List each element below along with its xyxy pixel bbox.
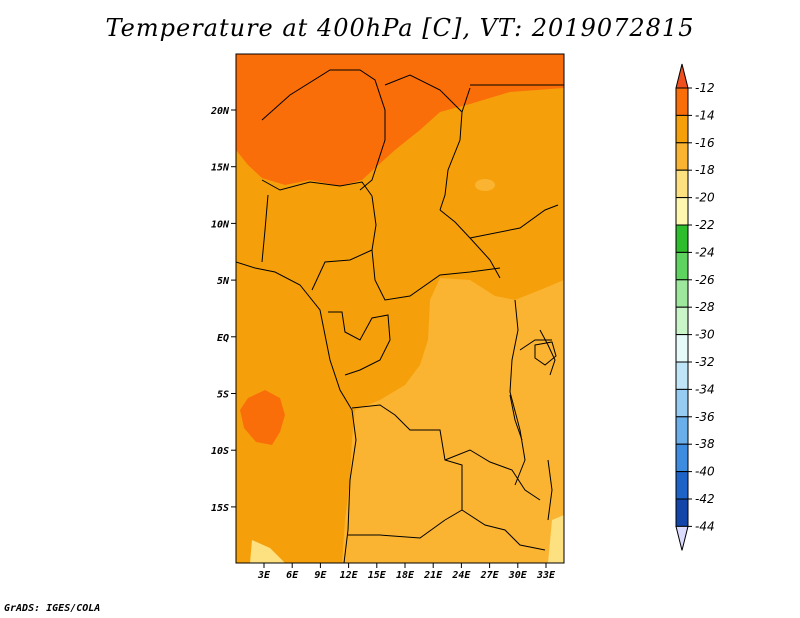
colorbar-label: -32 (695, 355, 715, 369)
lake-victoria (534, 341, 557, 366)
colorbar-box (675, 443, 689, 473)
colorbar-label: -40 (695, 465, 715, 479)
border-angola (351, 404, 463, 521)
colorbar-top-arrow (675, 63, 689, 89)
border-chad-sudan (461, 84, 564, 113)
colorbar-box (675, 416, 689, 445)
colorbar-label: -44 (695, 519, 715, 533)
lon-tick-label: 9E (314, 570, 327, 581)
country-borders (236, 69, 564, 563)
border-cameroon-car (371, 249, 501, 301)
colorbar-box (675, 388, 689, 418)
border-nigeria (261, 194, 377, 291)
coastline-west (236, 261, 357, 563)
lon-tick-label: 33E (536, 570, 556, 581)
lat-tick-label: 15N (211, 163, 230, 174)
colorbar-label: -16 (695, 136, 715, 150)
lon-tick-label: 27E (480, 570, 500, 581)
lon-tick-label: 18E (396, 570, 415, 581)
colorbar-box (675, 251, 689, 281)
colorbar-box (675, 169, 689, 199)
field-band-14-12-north (236, 54, 564, 186)
lon-tick-label: 6E (286, 570, 299, 581)
colorbar-label: -14 (695, 108, 715, 122)
lat-tick-label: 15S (211, 503, 229, 514)
border-east-lakes (519, 329, 556, 376)
colorbar-label: -12 (695, 81, 715, 95)
border-gabon-congo (328, 311, 391, 376)
colorbar-label: -20 (695, 191, 715, 205)
colorbar-label: -26 (695, 273, 715, 287)
colorbar-box (675, 361, 689, 390)
lon-tick-label: 3E (257, 570, 271, 581)
colorbar-box (675, 197, 689, 226)
lon-tick-label: 15E (368, 570, 387, 581)
colorbar-label: -36 (695, 410, 715, 424)
lat-tick-label: 5S (217, 390, 229, 401)
lat-tick-label: 20N (210, 106, 230, 117)
border-drc-east (509, 299, 526, 486)
colorbar-label: -24 (695, 245, 715, 259)
latitude-ticks: 20N 15N 10N 5N EQ 5S 10S 15S (210, 106, 236, 514)
lat-tick-label: 10N (211, 219, 230, 230)
field-band-20-18-se (548, 515, 564, 563)
colorbar-box (675, 224, 689, 253)
lon-tick-label: 12E (340, 570, 359, 581)
colorbar-label: -22 (695, 218, 715, 232)
border-car-sudan (439, 204, 559, 279)
lon-tick-label: 21E (423, 570, 443, 581)
lat-tick-label: EQ (217, 333, 229, 344)
border-west-sahel (261, 179, 373, 197)
colorbar-box (675, 279, 689, 308)
lake-nyasa (547, 459, 553, 521)
colorbar-box (675, 306, 689, 336)
lat-tick-label: 5N (217, 276, 230, 287)
lon-tick-label: 24E (451, 570, 471, 581)
field-band-20-18-sw (250, 540, 285, 563)
colorbar-label: -42 (695, 492, 715, 506)
colorbar-box (675, 142, 689, 171)
lon-tick-label: 30E (508, 570, 528, 581)
colorbar-box (675, 334, 689, 363)
colorbar-label: -18 (695, 163, 715, 177)
map-title: Temperature at 400hPa [C], VT: 201907281… (105, 14, 695, 42)
colorbar: -12 -14 -16 -18 -20 -22 -24 -26 -28 -30 -32 -34 -36 -… (675, 63, 715, 551)
colorbar-bottom-arrow (675, 525, 689, 551)
colorbar-label: -30 (695, 328, 715, 342)
grads-credit: GrADS: IGES/COLA (4, 603, 101, 614)
map-frame (235, 53, 565, 564)
colorbar-label: -34 (695, 382, 715, 396)
border-zambia (444, 449, 546, 551)
field-band-14-12-southwest (240, 390, 285, 445)
lake-tanganyika (509, 394, 523, 441)
border-sahara-north (261, 69, 386, 191)
colorbar-label: -38 (695, 437, 715, 451)
longitude-ticks: 3E 6E 9E 12E 15E 18E 21E 24E 27E 30E 33E (257, 563, 556, 581)
border-niger-chad (384, 74, 463, 211)
field-band-18-16 (342, 278, 564, 563)
colorbar-box (675, 471, 689, 500)
colorbar-box (675, 498, 689, 527)
colorbar-label: -28 (695, 300, 715, 314)
colorbar-box (675, 87, 689, 116)
colorbar-box (675, 114, 689, 144)
field-band-18-16-patch (475, 179, 495, 191)
border-namibia-south (348, 519, 446, 539)
lat-tick-label: 10S (211, 446, 229, 457)
temperature-field (236, 54, 564, 563)
